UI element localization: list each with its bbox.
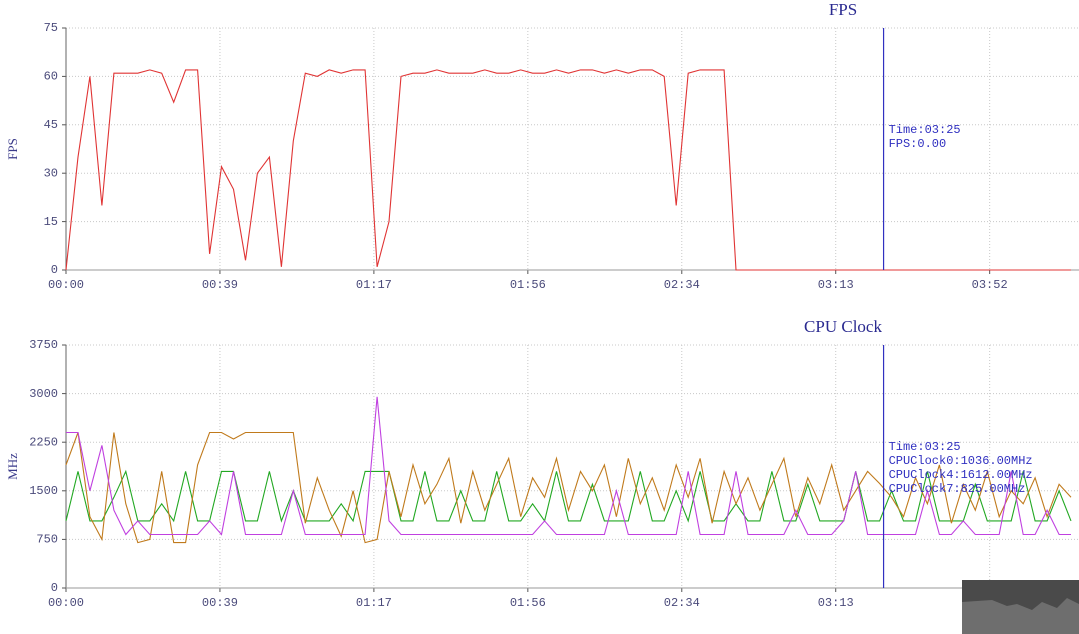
x-tick-label: 02:34 (664, 596, 700, 610)
y-tick-label: 0 (51, 263, 58, 277)
x-tick-label: 01:56 (510, 596, 546, 610)
cursor-label: FPS:0.00 (889, 137, 947, 151)
x-tick-label: 00:39 (202, 278, 238, 292)
x-tick-label: 01:17 (356, 278, 392, 292)
y-tick-label: 60 (44, 70, 58, 84)
x-tick-label: 03:13 (818, 278, 854, 292)
cursor-label: CPUClock0:1036.00MHz (889, 454, 1033, 468)
y-tick-label: 2250 (29, 435, 58, 449)
y-tick-label: 750 (36, 533, 58, 547)
y-tick-label: 30 (44, 166, 58, 180)
x-tick-label: 00:39 (202, 596, 238, 610)
cursor-label: CPUClock7:825.00MHz (889, 482, 1026, 496)
x-tick-label: 01:17 (356, 596, 392, 610)
x-tick-label: 03:13 (818, 596, 854, 610)
x-tick-label: 00:00 (48, 278, 84, 292)
chart-title: CPU Clock (804, 317, 882, 336)
y-tick-label: 0 (51, 581, 58, 595)
y-axis-label: MHz (5, 453, 20, 480)
x-tick-label: 03:52 (972, 278, 1008, 292)
x-tick-label: 00:00 (48, 596, 84, 610)
series-line (65, 69, 1071, 271)
thumbnail-shape (962, 598, 1079, 634)
series-line (65, 431, 1072, 544)
x-tick-label: 01:56 (510, 278, 546, 292)
cursor-label: CPUClock4:1612.00MHz (889, 468, 1033, 482)
y-tick-label: 1500 (29, 484, 58, 498)
y-tick-label: 3000 (29, 387, 58, 401)
chart-title: FPS (829, 0, 857, 19)
y-axis-label: FPS (5, 138, 20, 160)
cursor-label: Time:03:25 (889, 123, 961, 137)
overview-thumbnail[interactable] (962, 580, 1079, 634)
x-tick-label: 02:34 (664, 278, 700, 292)
y-tick-label: 3750 (29, 338, 58, 352)
series-line (66, 396, 1071, 536)
y-tick-label: 75 (44, 21, 58, 35)
y-tick-label: 15 (44, 215, 58, 229)
cursor-label: Time:03:25 (889, 440, 961, 454)
y-tick-label: 45 (44, 118, 58, 132)
